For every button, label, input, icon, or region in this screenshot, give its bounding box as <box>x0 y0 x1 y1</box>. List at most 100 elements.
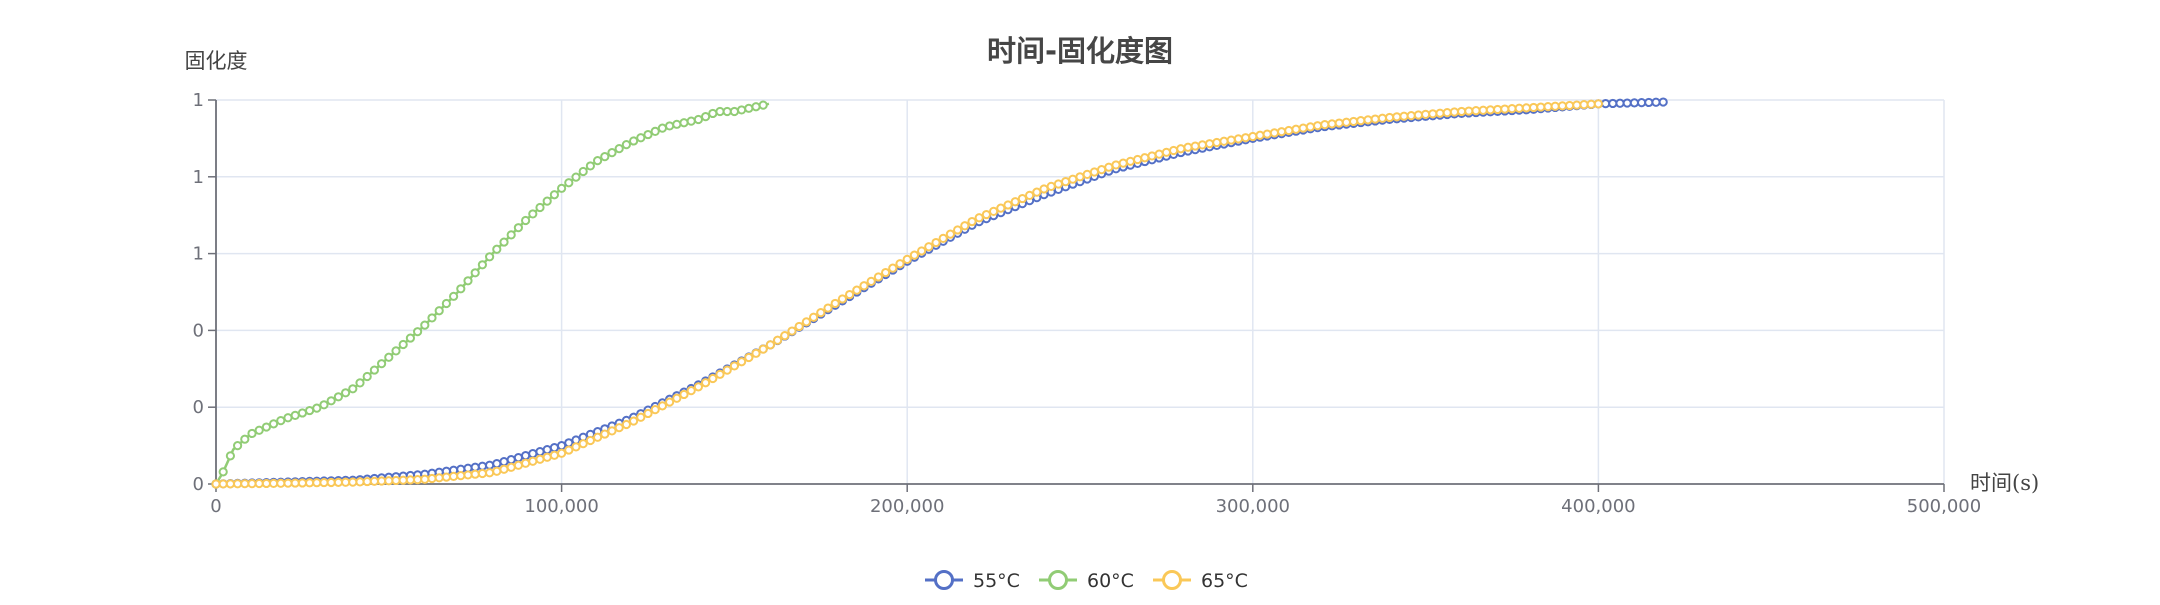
data-point[interactable] <box>1428 109 1438 119</box>
data-point[interactable] <box>780 331 790 341</box>
data-point[interactable] <box>693 114 704 125</box>
data-point[interactable] <box>1169 145 1179 156</box>
data-point[interactable] <box>1212 137 1222 148</box>
data-point[interactable] <box>665 121 675 131</box>
data-point[interactable] <box>881 267 891 278</box>
data-point[interactable] <box>449 291 459 301</box>
data-point[interactable] <box>557 183 567 193</box>
data-point[interactable] <box>751 348 761 358</box>
data-point[interactable] <box>1421 109 1431 120</box>
data-point[interactable] <box>758 100 768 110</box>
data-point[interactable] <box>1565 100 1575 111</box>
data-point[interactable] <box>593 432 603 442</box>
data-point[interactable] <box>1097 165 1107 175</box>
data-point[interactable] <box>1413 110 1424 120</box>
data-point[interactable] <box>773 335 783 345</box>
data-point[interactable] <box>787 326 797 336</box>
data-point[interactable] <box>1032 187 1042 197</box>
data-point[interactable] <box>1572 100 1582 110</box>
data-point[interactable] <box>225 451 235 461</box>
data-point[interactable] <box>1406 111 1416 121</box>
data-point[interactable] <box>564 438 574 448</box>
data-point[interactable] <box>391 346 401 356</box>
data-point[interactable] <box>1176 144 1186 154</box>
data-point[interactable] <box>1161 147 1172 157</box>
data-point[interactable] <box>1536 102 1546 112</box>
data-point[interactable] <box>701 378 711 388</box>
data-point[interactable] <box>218 467 228 477</box>
data-point[interactable] <box>1521 103 1532 113</box>
data-point[interactable] <box>290 410 300 420</box>
data-point[interactable] <box>1298 123 1308 133</box>
data-point[interactable] <box>1514 103 1524 113</box>
data-point[interactable] <box>549 443 560 453</box>
data-point[interactable] <box>290 478 300 488</box>
data-point[interactable] <box>398 339 408 350</box>
data-point[interactable] <box>1593 99 1604 109</box>
data-point[interactable] <box>1334 118 1344 128</box>
data-point[interactable] <box>845 289 855 300</box>
data-point[interactable] <box>1313 121 1323 131</box>
data-point[interactable] <box>542 196 552 206</box>
data-point[interactable] <box>1039 184 1049 194</box>
data-point[interactable] <box>801 317 812 327</box>
data-point[interactable] <box>1003 200 1013 210</box>
data-point[interactable] <box>794 321 804 332</box>
data-point[interactable] <box>1082 169 1092 179</box>
data-point[interactable] <box>917 246 927 256</box>
data-point[interactable] <box>1637 98 1647 108</box>
data-point[interactable] <box>809 312 819 322</box>
data-point[interactable] <box>629 416 639 426</box>
data-point[interactable] <box>319 400 329 410</box>
data-point[interactable] <box>1154 149 1164 159</box>
data-point[interactable] <box>708 108 718 119</box>
data-point[interactable] <box>701 112 711 122</box>
data-point[interactable] <box>492 459 502 469</box>
data-point[interactable] <box>614 423 624 433</box>
data-point[interactable] <box>233 441 243 451</box>
data-point[interactable] <box>549 450 560 460</box>
data-point[interactable] <box>1586 99 1596 109</box>
data-point[interactable] <box>1500 104 1510 114</box>
data-point[interactable] <box>1226 135 1236 145</box>
data-point[interactable] <box>261 478 271 489</box>
data-point[interactable] <box>1550 101 1560 111</box>
data-point[interactable] <box>1262 129 1272 139</box>
data-point[interactable] <box>528 456 538 466</box>
data-point[interactable] <box>737 357 747 367</box>
data-point[interactable] <box>269 419 279 429</box>
data-point[interactable] <box>240 479 250 489</box>
data-point[interactable] <box>600 429 610 439</box>
data-point[interactable] <box>1133 154 1143 165</box>
data-point[interactable] <box>607 426 617 436</box>
data-point[interactable] <box>945 229 956 239</box>
data-point[interactable] <box>506 462 516 472</box>
data-point[interactable] <box>549 190 560 200</box>
data-point[interactable] <box>873 272 884 282</box>
data-point[interactable] <box>1068 174 1078 184</box>
data-point[interactable] <box>729 361 740 371</box>
data-point[interactable] <box>528 209 538 219</box>
legend-item[interactable]: 60°C <box>1039 570 1134 592</box>
data-point[interactable] <box>1147 151 1157 161</box>
data-point[interactable] <box>621 140 632 150</box>
data-point[interactable] <box>679 118 689 128</box>
data-point[interactable] <box>1025 190 1035 200</box>
data-point[interactable] <box>405 475 415 485</box>
data-point[interactable] <box>283 413 293 423</box>
data-point[interactable] <box>1507 104 1517 114</box>
data-point[interactable] <box>333 392 343 402</box>
data-point[interactable] <box>665 397 675 407</box>
data-point[interactable] <box>441 298 451 309</box>
data-point[interactable] <box>1471 106 1481 116</box>
data-point[interactable] <box>621 419 632 430</box>
data-point[interactable] <box>614 144 624 154</box>
data-point[interactable] <box>1457 106 1467 117</box>
data-point[interactable] <box>744 103 754 113</box>
data-point[interactable] <box>233 479 243 489</box>
data-point[interactable] <box>1327 119 1337 129</box>
data-point[interactable] <box>967 216 977 227</box>
data-point[interactable] <box>758 344 768 354</box>
data-point[interactable] <box>1392 112 1402 122</box>
data-point[interactable] <box>434 473 444 483</box>
